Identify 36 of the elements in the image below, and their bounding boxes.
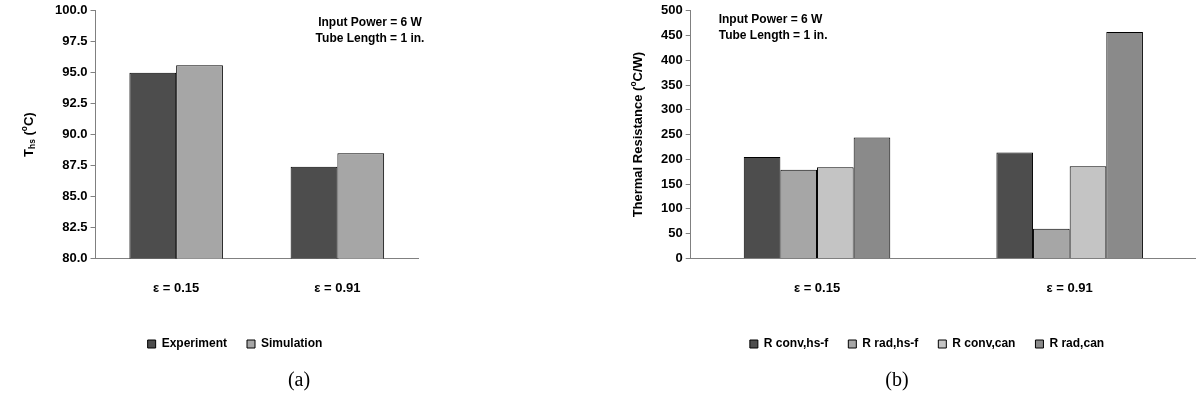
y-tick-label: 82.5 [62, 219, 88, 235]
annotation: Tube Length = 1 in. [315, 31, 425, 46]
y-tick-label: 250 [660, 126, 683, 142]
y-tick-label: 95.0 [62, 64, 88, 80]
x-tick-label: ε = 0.91 [1046, 279, 1093, 295]
y-tick-label: 80.0 [62, 249, 88, 265]
y-tick-label: 85.0 [62, 188, 88, 204]
x-tick-label: ε = 0.15 [153, 279, 200, 295]
y-tick-label: 150 [660, 175, 683, 191]
y-tick-label: 100 [660, 200, 683, 216]
legend-label: R conv,hs-f [763, 336, 830, 351]
x-tick-label: ε = 0.91 [314, 279, 361, 295]
text: (a) [286, 368, 312, 391]
legend-label: R rad,can [1049, 336, 1105, 351]
y-tick-label: 50 [668, 225, 683, 241]
legend-label: Simulation [261, 336, 323, 351]
y-tick-label: 200 [660, 150, 683, 166]
annotation: Input Power = 6 W [718, 12, 824, 27]
y-tick-label: 97.5 [62, 33, 88, 49]
legend-label: R conv,can [952, 336, 1016, 351]
legend-label: Experiment [161, 336, 228, 351]
y-tick-label: 92.5 [62, 95, 88, 111]
annotation: Input Power = 6 W [318, 15, 423, 30]
y-tick-label: 0 [675, 249, 683, 265]
y-tick-label: 450 [660, 27, 683, 43]
y-tick-label: 350 [660, 76, 683, 92]
y-tick-label: 500 [660, 2, 683, 18]
annotation: Tube Length = 1 in. [718, 28, 828, 43]
y-tick-label: 300 [660, 101, 683, 117]
y-tick-label: 87.5 [62, 157, 88, 173]
x-tick-label: ε = 0.15 [793, 279, 841, 295]
y-tick-label: 400 [660, 51, 683, 67]
text: (b) [884, 368, 910, 391]
legend-label: R rad,hs-f [862, 336, 920, 351]
y-tick-label: 90.0 [62, 126, 88, 142]
y-tick-label: 100.0 [54, 2, 88, 18]
